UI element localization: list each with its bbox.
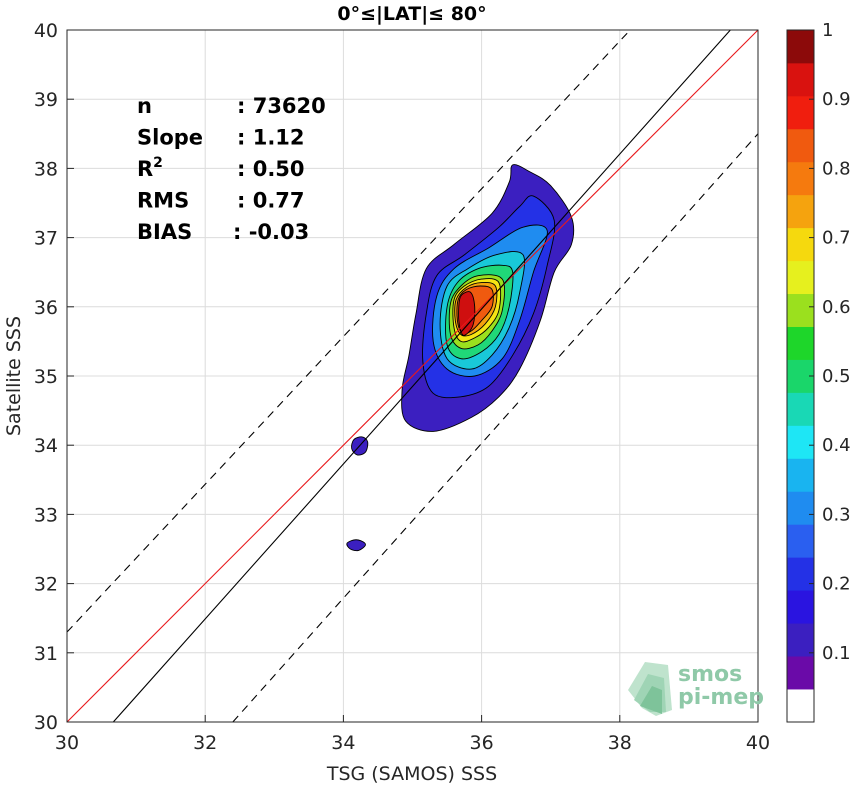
y-tick-label: 34 xyxy=(34,435,58,457)
lower-bound-line xyxy=(232,133,758,722)
y-tick-label: 30 xyxy=(34,712,58,734)
x-tick-label: 40 xyxy=(746,732,770,754)
colorbar-tick-label: 1 xyxy=(822,20,833,41)
contour-level xyxy=(346,539,366,552)
colorbar-bin xyxy=(787,30,814,64)
y-tick-label: 36 xyxy=(34,297,58,319)
colorbar-bin xyxy=(787,62,814,97)
stats-box: n : 73620 Slope : 1.12 R2 : 0.50 RMS : 0.77 BIAS… xyxy=(137,94,326,244)
colorbar-bin xyxy=(787,392,814,426)
colorbar-bin xyxy=(787,293,814,327)
stat-value: : 0.50 xyxy=(237,157,305,181)
colorbar-bin xyxy=(787,689,814,723)
colorbar-bin xyxy=(787,656,814,690)
colorbar-tick-label: 0.1 xyxy=(822,643,851,664)
x-axis-label: TSG (SAMOS) SSS xyxy=(326,763,497,785)
stat-value: : -0.03 xyxy=(233,220,309,244)
colorbar-bin xyxy=(787,458,814,492)
reference-lines xyxy=(67,30,758,722)
y-axis-label: Satellite SSS xyxy=(3,316,25,436)
stat-label: RMS xyxy=(137,189,189,213)
y-axis: 30 31 32 33 34 35 36 37 38 39 40 xyxy=(34,20,74,734)
colorbar-bin xyxy=(787,128,814,163)
y-tick-label: 40 xyxy=(34,20,58,42)
colorbar-bin xyxy=(787,194,814,229)
identity-line xyxy=(67,30,758,722)
x-tick-label: 30 xyxy=(55,732,79,754)
colorbar-bin xyxy=(787,491,814,525)
stat-value: : 1.12 xyxy=(237,126,305,150)
contour-field xyxy=(346,164,575,552)
x-tick-label: 34 xyxy=(331,732,355,754)
stat-label: R2 xyxy=(137,155,163,181)
colorbar-tick-label: 0.8 xyxy=(822,158,851,179)
x-tick-label: 36 xyxy=(470,732,494,754)
stat-label: Slope xyxy=(137,126,203,150)
colorbar-bin xyxy=(787,260,814,295)
colorbar-bin xyxy=(787,95,814,130)
logo-mark-icon xyxy=(628,662,672,716)
colorbar-bin xyxy=(787,623,814,657)
logo-text-smos: smos xyxy=(678,662,742,687)
colorbar-tick-label: 0.4 xyxy=(822,435,851,456)
colorbar-bin xyxy=(787,425,814,459)
y-tick-label: 35 xyxy=(34,366,58,388)
upper-bound-line xyxy=(67,30,631,633)
regression-line xyxy=(112,30,731,722)
y-tick-label: 31 xyxy=(34,643,58,665)
colorbar-bin xyxy=(787,524,814,558)
y-tick-label: 32 xyxy=(34,574,58,596)
y-tick-label: 39 xyxy=(34,89,58,111)
y-tick-label: 33 xyxy=(34,504,58,526)
colorbar-tick-label: 0.7 xyxy=(822,228,851,249)
contour-level xyxy=(458,291,476,336)
colorbar-tick-label: 0.2 xyxy=(822,574,851,595)
stat-label: BIAS xyxy=(137,220,192,244)
colorbar-bin xyxy=(787,326,814,360)
colorbar-tick-label: 0.6 xyxy=(822,297,851,318)
stat-value: : 73620 xyxy=(237,94,326,118)
colorbar-bin xyxy=(787,227,814,262)
smos-pimep-logo: smos pi-mep xyxy=(628,662,764,716)
chart-title: 0°≤|LAT|≤ 80° xyxy=(337,3,486,25)
logo-text-pimep: pi-mep xyxy=(678,685,764,710)
y-tick-label: 38 xyxy=(34,158,58,180)
colorbar-bin xyxy=(787,590,814,624)
colorbar-bin xyxy=(787,557,814,591)
colorbar-tick-label: 0.5 xyxy=(822,366,851,387)
x-axis: 30 32 34 36 38 40 xyxy=(55,715,770,754)
x-tick-label: 38 xyxy=(608,732,632,754)
colorbar-tick-label: 0.3 xyxy=(822,504,851,525)
colorbar-bin xyxy=(787,161,814,196)
y-tick-label: 37 xyxy=(34,228,58,250)
x-tick-label: 32 xyxy=(193,732,217,754)
colorbar: 0.1 0.2 0.3 0.4 0.5 0.6 0.7 0.8 0.9 1 xyxy=(786,20,851,723)
stat-value: : 0.77 xyxy=(237,189,305,213)
colorbar-tick-label: 0.9 xyxy=(822,89,851,110)
stat-label: n xyxy=(137,94,152,118)
